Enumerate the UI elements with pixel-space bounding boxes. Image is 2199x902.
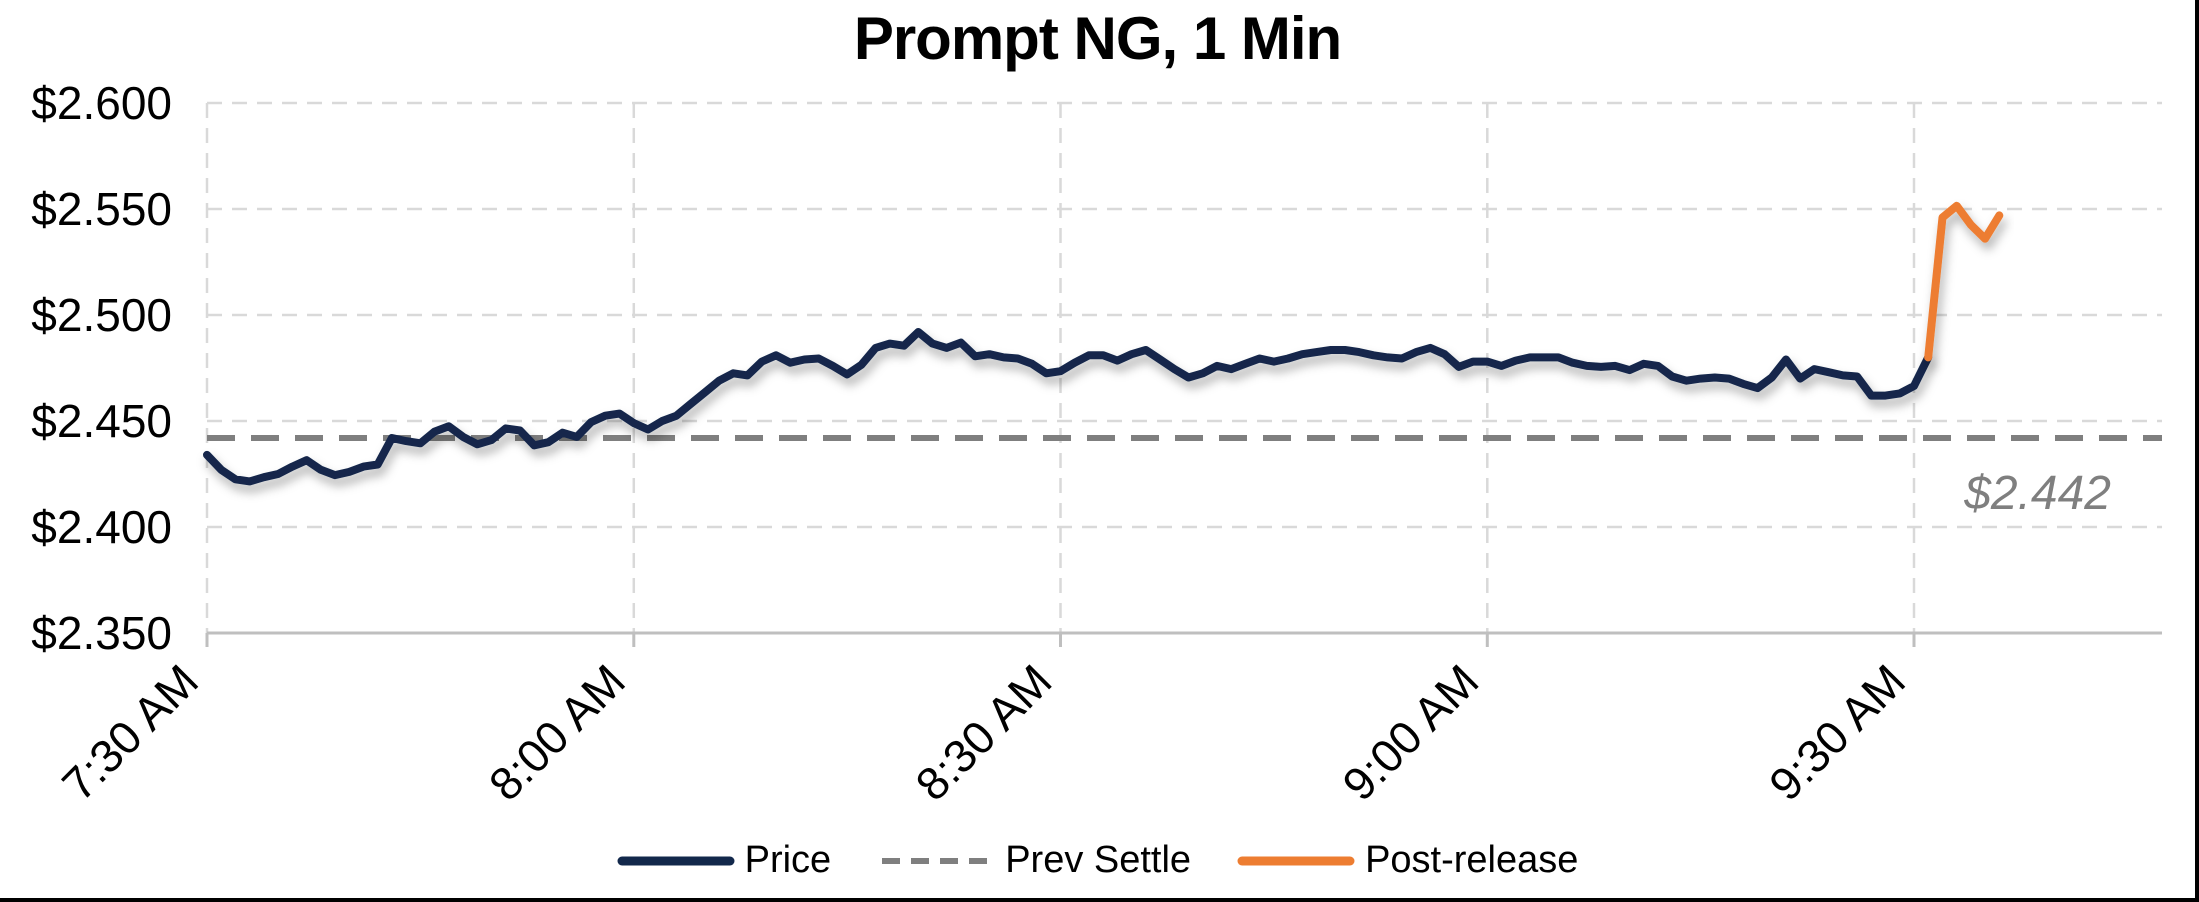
x-axis-tick-label: 9:30 AM — [1759, 654, 1915, 810]
y-axis-tick-label: $2.400 — [31, 501, 172, 553]
prev-settle-value-label: $2.442 — [1964, 467, 2111, 520]
y-axis-tick-label: $2.350 — [31, 607, 172, 659]
legend-label-prev-settle: Prev Settle — [1005, 839, 1192, 881]
chart-title: Prompt NG, 1 Min — [853, 5, 1342, 72]
x-axis-tick-label: 7:30 AM — [52, 654, 208, 810]
legend-label-price: Price — [744, 839, 832, 881]
x-axis-tick-label: 9:00 AM — [1332, 654, 1488, 810]
legend-item-post-release: Post-release — [1237, 839, 1578, 882]
legend-item-price: Price — [617, 839, 832, 882]
y-axis-tick-label: $2.550 — [31, 183, 172, 235]
y-axis-tick-label: $2.450 — [31, 395, 172, 447]
legend-label-post-release: Post-release — [1365, 839, 1579, 881]
price-line-series — [203, 328, 1933, 486]
y-axis-tick-label: $2.600 — [31, 77, 172, 129]
y-axis-tick-label: $2.500 — [31, 289, 172, 341]
legend-swatch-post-release — [1237, 856, 1355, 865]
legend-swatch-prev-settle — [882, 857, 991, 864]
x-axis-tick-label: 8:30 AM — [905, 654, 1061, 810]
post-release-line-series — [1924, 201, 2004, 362]
chart-legend: Price Prev Settle Post-release — [0, 839, 2195, 882]
legend-item-prev-settle: Prev Settle — [877, 839, 1191, 882]
legend-swatch-price — [617, 856, 735, 865]
x-axis-tick-label: 8:00 AM — [479, 654, 635, 810]
